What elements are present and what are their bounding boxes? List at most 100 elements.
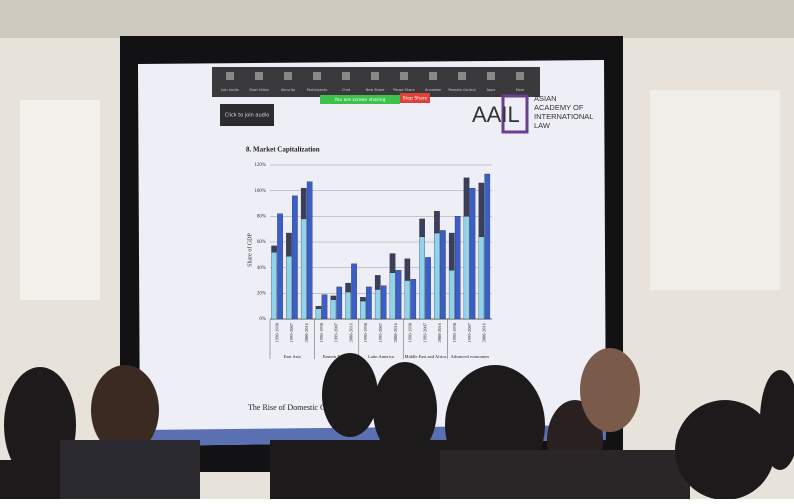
bar	[425, 257, 431, 320]
toolbar-label: Start Video	[249, 88, 268, 92]
x-tick-label: 2008-2016	[437, 322, 442, 342]
window	[20, 100, 100, 300]
y-axis-label: Share of GDP	[246, 233, 253, 267]
logo-line: ACADEMY OF	[534, 103, 584, 112]
toolbar-icon[interactable]	[255, 72, 263, 80]
bar	[271, 252, 277, 320]
logo-box	[501, 94, 529, 134]
toolbar-label: Security	[281, 88, 295, 92]
sharing-notice: You are screen sharing	[333, 97, 385, 103]
bar	[366, 286, 372, 320]
tooltip: Click to join audio	[225, 113, 270, 119]
toolbar-icon[interactable]	[371, 72, 379, 80]
bar	[315, 306, 322, 309]
toolbar-icon[interactable]	[284, 72, 292, 80]
logo-mark: AAIL	[472, 102, 520, 127]
head	[760, 370, 794, 470]
bar	[454, 216, 461, 320]
stop-share-button[interactable]	[400, 93, 430, 103]
ceiling	[0, 0, 794, 38]
bar	[330, 299, 337, 320]
bar	[277, 213, 283, 320]
x-tick-label: 1999-2007	[378, 322, 383, 342]
bar	[360, 297, 366, 302]
bar	[404, 280, 411, 320]
logo-line: LAW	[534, 121, 551, 130]
toolbar-icon[interactable]	[226, 72, 234, 80]
x-tick-label: 2008-2016	[393, 322, 398, 342]
x-tick-label: 1999-2007	[289, 322, 294, 342]
bar	[463, 216, 470, 320]
bar	[410, 279, 417, 320]
toolbar-icon[interactable]	[429, 72, 437, 80]
bar	[419, 218, 425, 238]
toolbar-label: Annotate	[425, 88, 441, 92]
bar	[286, 255, 292, 320]
bar	[448, 270, 455, 320]
x-tick-label: 1999-2007	[422, 322, 427, 342]
head	[322, 353, 378, 437]
bar	[300, 218, 307, 320]
bar	[306, 181, 313, 320]
bar	[404, 258, 411, 281]
toolbar-icon[interactable]	[313, 72, 321, 80]
bar	[345, 282, 351, 293]
x-tick-label: 2008-2016	[348, 322, 353, 342]
bar	[469, 187, 476, 320]
window	[650, 90, 780, 290]
head	[675, 400, 775, 500]
bar	[478, 182, 485, 238]
footer-text: The Rise of Domestic Capital M	[248, 403, 352, 412]
logo-line: ASIAN	[534, 94, 557, 103]
x-tick-label: 1999-2007	[467, 322, 472, 342]
y-tick-label: 120%	[254, 163, 266, 168]
toolbar-icon[interactable]	[400, 72, 408, 80]
toolbar-label: Remote Control	[448, 88, 475, 92]
stop-share-label: Stop Share	[403, 96, 428, 102]
bar	[271, 245, 277, 253]
bar	[351, 263, 357, 320]
x-tick-label: 1990-1998	[363, 322, 368, 342]
bar	[434, 211, 440, 234]
y-tick-label: 100%	[254, 189, 266, 194]
toolbar-label: More	[516, 88, 525, 92]
toolbar-label: New Share	[366, 88, 385, 92]
bar	[345, 291, 351, 320]
y-tick-label: 80%	[257, 214, 266, 219]
toolbar-icon[interactable]	[458, 72, 466, 80]
group-label: Middle East and Africa	[404, 354, 446, 359]
audience	[0, 348, 794, 500]
head	[373, 362, 437, 458]
bar	[321, 294, 328, 320]
x-tick-label: 1990-1998	[408, 322, 413, 342]
bar	[448, 232, 455, 271]
toolbar-label: Apps	[487, 88, 496, 92]
shoulders	[60, 440, 200, 499]
bar	[360, 300, 366, 320]
y-tick-label: 0%	[259, 317, 266, 322]
bar	[434, 232, 440, 320]
chart-title: 8. Market Capitalization	[246, 146, 320, 154]
bar	[330, 295, 337, 300]
shoulders	[440, 450, 690, 499]
toolbar-icon[interactable]	[516, 72, 524, 80]
toolbar-icon[interactable]	[342, 72, 350, 80]
toolbar-label: Chat	[342, 88, 351, 92]
x-tick-label: 1990-1998	[274, 322, 279, 342]
toolbar-icon[interactable]	[487, 72, 495, 80]
group-label: Advanced economies	[450, 354, 489, 359]
toolbar-label: Join Audio	[220, 88, 238, 92]
chart: 0% 20% 40% 60% 80% 100% 120% 1990-1998 1999-2007…	[254, 163, 492, 359]
head	[580, 348, 640, 432]
bar	[440, 230, 446, 320]
shoulders	[270, 440, 460, 499]
group-label: Latin America	[368, 354, 394, 359]
bar	[419, 236, 425, 320]
x-tick-label: 2008-2016	[482, 322, 487, 342]
bar	[389, 272, 396, 320]
x-tick-label: 2008-2016	[304, 322, 309, 342]
head	[4, 367, 76, 483]
bar	[336, 286, 343, 320]
